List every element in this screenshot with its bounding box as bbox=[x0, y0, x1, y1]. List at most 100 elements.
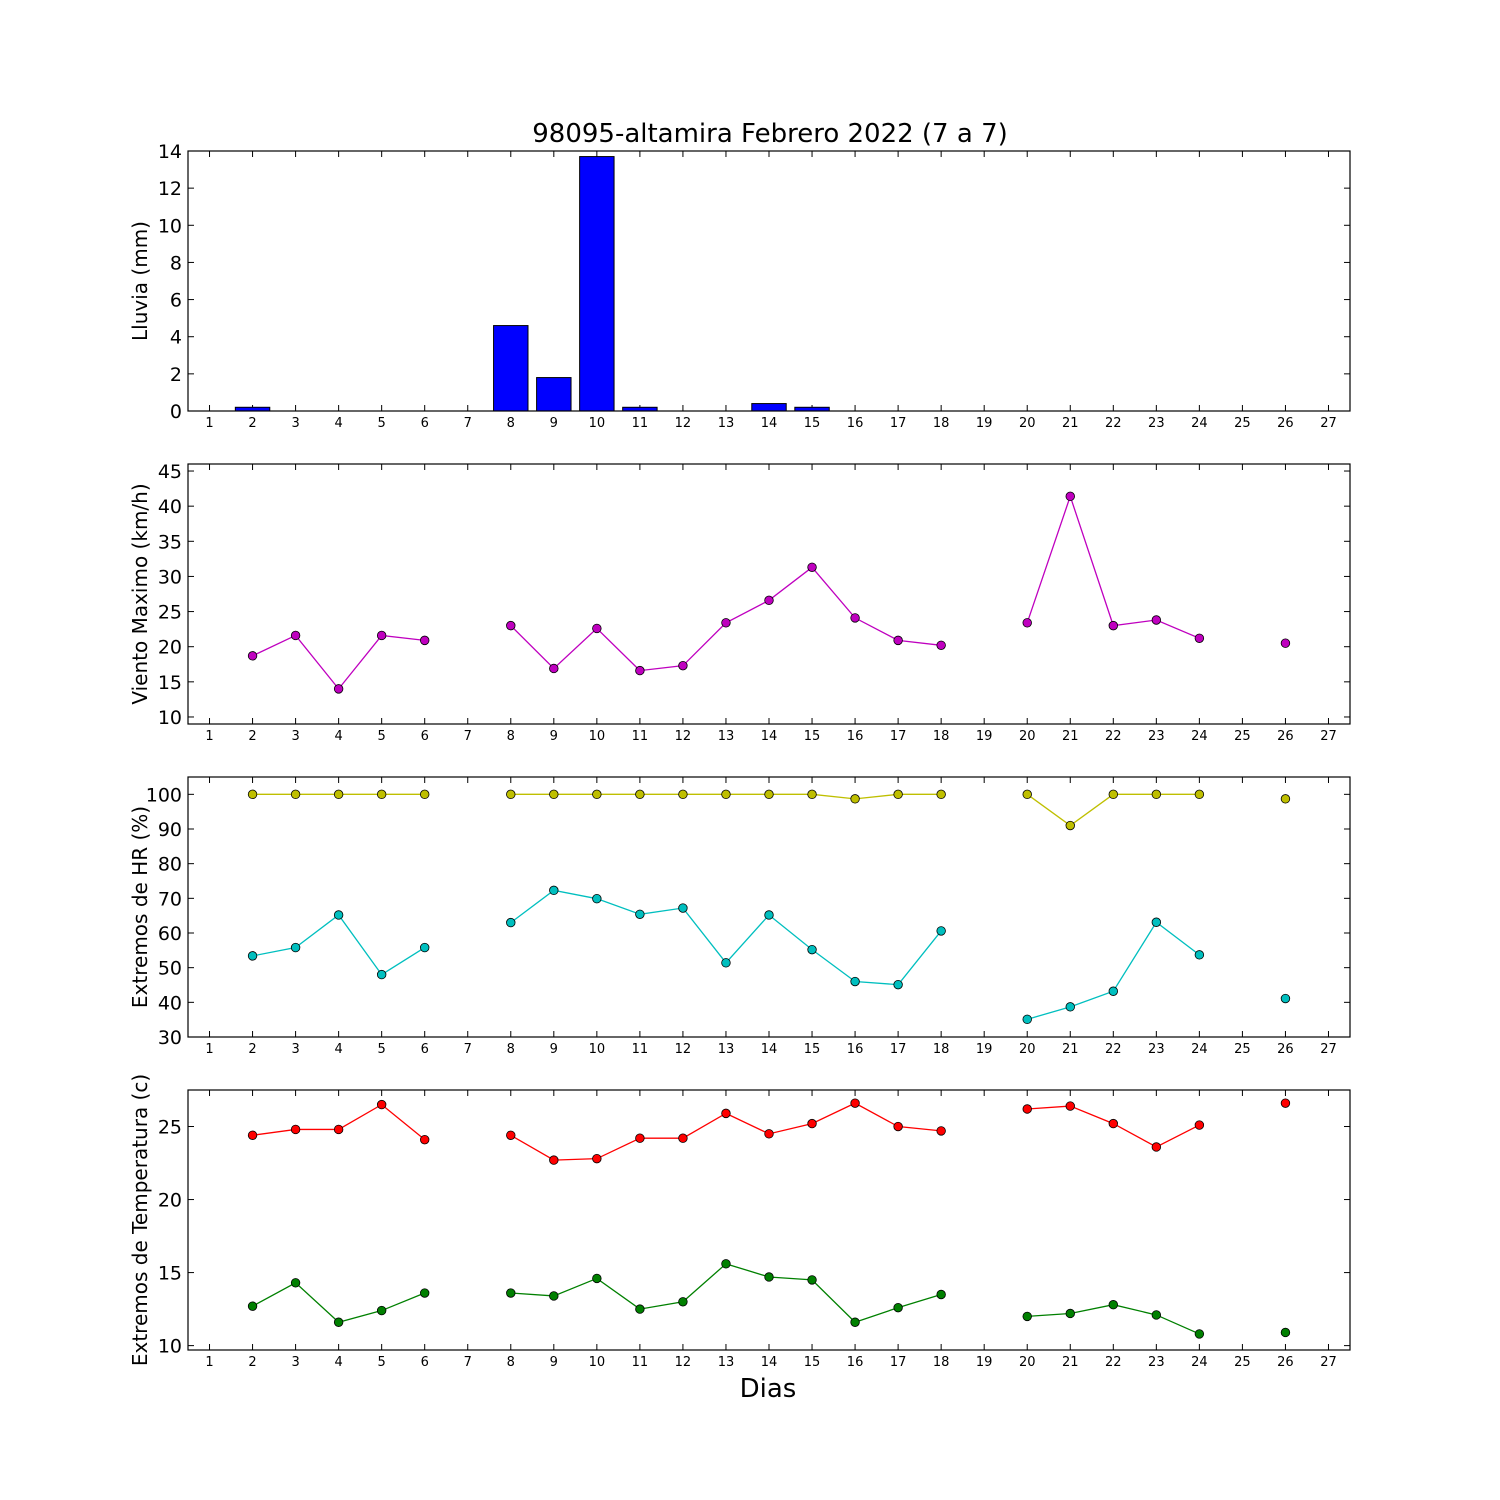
x-tick-label: 14 bbox=[761, 1042, 778, 1057]
data-point bbox=[1022, 1311, 1032, 1322]
y-tick-label: 45 bbox=[158, 461, 182, 483]
x-tick-label: 6 bbox=[421, 1042, 429, 1057]
x-tick-label: 18 bbox=[933, 1355, 950, 1370]
x-tick-label: 4 bbox=[334, 416, 342, 431]
x-tick-label: 19 bbox=[976, 416, 993, 431]
data-point bbox=[506, 620, 516, 631]
x-tick-label: 16 bbox=[847, 1042, 864, 1057]
data-point bbox=[1065, 1308, 1075, 1319]
data-point bbox=[1108, 620, 1118, 631]
x-tick-label: 17 bbox=[890, 416, 907, 431]
x-tick-label: 17 bbox=[890, 729, 907, 744]
x-tick-label: 10 bbox=[589, 1042, 606, 1057]
data-point bbox=[1022, 618, 1032, 628]
data-point bbox=[678, 789, 688, 800]
data-point bbox=[850, 1098, 860, 1108]
y-tick-label: 15 bbox=[158, 1263, 182, 1285]
data-point bbox=[420, 942, 430, 953]
y-tick-label: 2 bbox=[170, 364, 182, 386]
data-point bbox=[807, 1118, 817, 1129]
x-tick-label: 13 bbox=[718, 1355, 735, 1370]
data-point bbox=[850, 976, 860, 987]
series-temperatura-1 bbox=[247, 1259, 1291, 1339]
y-axis-label: Viento Maximo (km/h) bbox=[128, 483, 152, 704]
y-tick-label: 30 bbox=[158, 566, 182, 588]
x-tick-label: 2 bbox=[248, 416, 256, 431]
y-tick-label: 70 bbox=[158, 888, 182, 910]
x-tick-label: 22 bbox=[1105, 416, 1122, 431]
data-point bbox=[376, 1305, 387, 1316]
data-point bbox=[1065, 1101, 1075, 1111]
data-point bbox=[721, 618, 731, 628]
x-axis-label: Dias bbox=[740, 1374, 797, 1404]
series-line bbox=[252, 1103, 426, 1141]
x-tick-label: 6 bbox=[421, 1355, 429, 1370]
chart-title: 98095-altamira Febrero 2022 (7 a 7) bbox=[532, 119, 1008, 149]
data-point bbox=[807, 944, 817, 955]
x-tick-label: 27 bbox=[1320, 1355, 1337, 1370]
data-point bbox=[678, 1133, 688, 1143]
series-line bbox=[252, 634, 425, 690]
data-point bbox=[936, 1126, 946, 1136]
x-tick-label: 8 bbox=[507, 1042, 515, 1057]
x-tick-label: 9 bbox=[550, 729, 558, 744]
x-tick-label: 5 bbox=[378, 1355, 386, 1370]
data-point bbox=[549, 1291, 559, 1301]
data-point bbox=[506, 1130, 516, 1140]
x-tick-label: 3 bbox=[291, 1355, 299, 1370]
y-tick-label: 80 bbox=[158, 854, 182, 876]
x-tick-label: 3 bbox=[291, 416, 299, 431]
data-point bbox=[721, 1259, 731, 1269]
x-tick-label: 25 bbox=[1234, 1042, 1251, 1057]
series-temperatura-0 bbox=[247, 1098, 1291, 1165]
data-point bbox=[936, 926, 946, 936]
x-tick-label: 4 bbox=[334, 1355, 342, 1370]
x-tick-label: 8 bbox=[507, 729, 515, 744]
x-tick-label: 18 bbox=[933, 416, 950, 431]
data-point bbox=[721, 1108, 731, 1119]
x-tick-label: 26 bbox=[1277, 1355, 1294, 1370]
rain-bar bbox=[493, 325, 529, 412]
x-tick-label: 17 bbox=[890, 1355, 907, 1370]
x-tick-label: 12 bbox=[675, 416, 692, 431]
data-point bbox=[247, 951, 258, 961]
x-tick-label: 23 bbox=[1148, 416, 1165, 431]
x-tick-label: 20 bbox=[1019, 416, 1036, 431]
y-tick-label: 20 bbox=[158, 637, 182, 659]
data-point bbox=[592, 623, 602, 634]
data-point bbox=[420, 1288, 430, 1298]
axes-frame bbox=[187, 150, 1351, 412]
data-point bbox=[290, 789, 301, 800]
data-point bbox=[376, 1099, 387, 1110]
y-tick-label: 6 bbox=[170, 290, 182, 312]
y-axis-label: Extremos de Temperatura (c) bbox=[128, 1074, 152, 1366]
x-tick-label: 4 bbox=[334, 729, 342, 744]
data-point bbox=[376, 630, 387, 641]
series-viento-0 bbox=[247, 491, 1291, 694]
x-tick-label: 2 bbox=[248, 1042, 256, 1057]
x-tick-label: 13 bbox=[718, 1042, 735, 1057]
y-tick-label: 100 bbox=[146, 784, 182, 806]
x-tick-label: 11 bbox=[632, 1042, 649, 1057]
x-tick-label: 5 bbox=[378, 1042, 386, 1057]
data-point bbox=[333, 684, 344, 694]
x-tick-label: 15 bbox=[804, 416, 821, 431]
data-point bbox=[376, 789, 387, 800]
data-point bbox=[247, 1130, 258, 1140]
x-tick-label: 14 bbox=[761, 729, 778, 744]
data-point bbox=[1151, 615, 1162, 625]
x-tick-label: 3 bbox=[291, 729, 299, 744]
x-tick-label: 18 bbox=[933, 729, 950, 744]
data-point bbox=[1194, 950, 1205, 960]
data-point bbox=[290, 630, 301, 641]
x-tick-label: 10 bbox=[589, 729, 606, 744]
data-point bbox=[678, 660, 688, 671]
data-point bbox=[635, 789, 645, 800]
y-tick-label: 60 bbox=[158, 923, 182, 945]
x-tick-label: 21 bbox=[1062, 416, 1079, 431]
x-tick-label: 3 bbox=[291, 1042, 299, 1057]
axes-frame bbox=[187, 1089, 1351, 1351]
